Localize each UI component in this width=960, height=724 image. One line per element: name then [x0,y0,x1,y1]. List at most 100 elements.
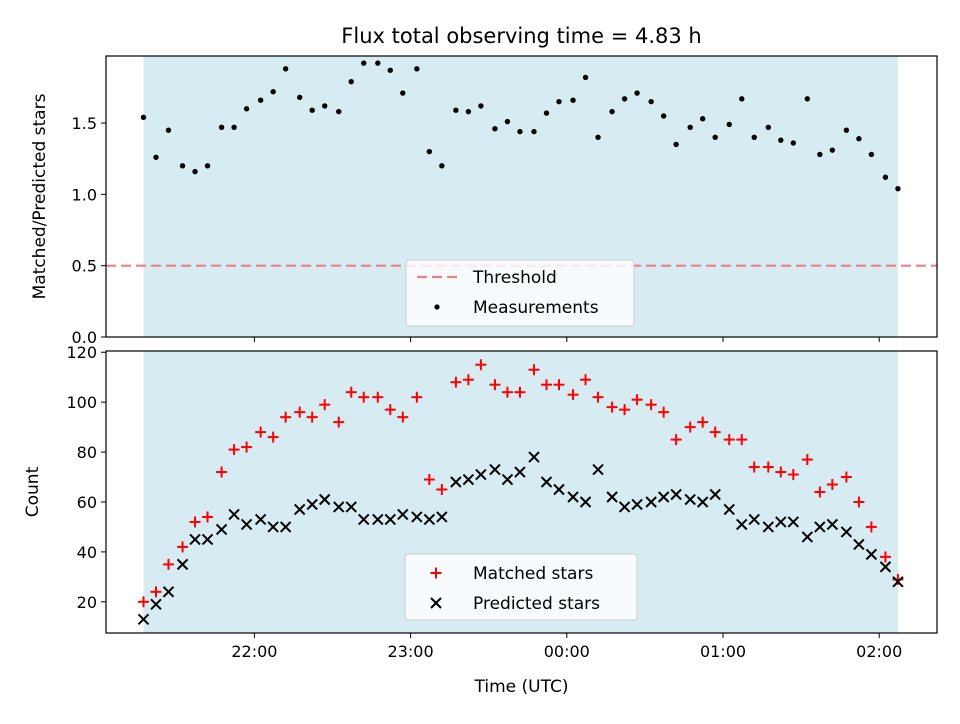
measurement-point [843,127,850,133]
legend-plus-marker [430,567,442,579]
measurement-point [336,108,342,115]
predicted-star-point [684,493,696,506]
matched-star-point [189,516,201,528]
predicted-star-point [411,511,423,523]
predicted-star-point [579,496,592,508]
top-y-tick-label: 0.5 [72,257,97,276]
predicted-star-point [306,498,318,511]
bottom-y-tick-label: 40 [77,543,97,562]
matched-star-point [450,376,462,388]
predicted-star-point [736,518,748,531]
matched-star-point [631,394,643,406]
bottom-y-tick-label: 60 [77,493,97,512]
measurement-point [296,94,303,101]
matched-star-point [462,374,474,386]
legend-matched-swatch [430,567,442,579]
measurement-point [414,66,420,72]
predicted-star-point [162,586,175,598]
measurement-point [582,74,589,81]
measurement-point [804,96,811,102]
legend-matched-label: Matched stars [473,564,593,584]
legend-predicted-swatch [430,597,442,609]
predicted-star-point [372,513,384,526]
predicted-star-point [696,496,709,508]
measurement-point [282,66,289,72]
predicted-star-point [801,531,814,543]
matched-star-point [333,416,345,428]
measurement-point [531,128,537,135]
matched-star-point [228,444,240,456]
x-axis-label: Time (UTC) [474,677,569,697]
matched-star-point [241,441,253,453]
predicted-star-point [567,491,579,503]
bottom-legend-box [404,553,638,621]
measurement-point [204,163,211,169]
predicted-star-point [528,451,540,463]
predicted-star-point [631,498,643,511]
predicted-star-point [293,503,306,516]
measurement-point [400,90,406,96]
predicted-star-point [840,526,853,538]
measurement-point [243,106,250,112]
predicted-star-point [814,521,826,533]
predicted-star-point [657,491,670,503]
predicted-star-point [748,513,760,526]
matched-star-point [619,404,631,416]
measurement-point [673,141,679,148]
matched-star-point [358,391,370,403]
bottom-y-axis-label: Count [23,466,43,517]
predicted-star-point [215,523,228,536]
measurement-point [231,124,237,131]
predicted-star-point [826,518,839,531]
measurement-point [570,97,576,103]
predicted-star-point [865,548,878,561]
matched-star-point [567,389,579,401]
matched-star-point [787,469,799,481]
x-tick-label: 01:00 [700,642,746,661]
top-y-tick-label: 1.0 [72,185,97,204]
predicted-star-point [762,521,775,533]
matched-star-point [528,364,540,376]
predicted-star-point [723,503,735,516]
measurement-point [790,140,796,146]
measurement-point [751,134,757,141]
x-tick-label: 23:00 [388,642,434,661]
top-y-tick-label: 1.5 [72,114,97,133]
matched-star-point [840,471,852,483]
matched-star-point [397,411,409,423]
matched-star-point [372,391,384,403]
bottom-axes-frame [105,350,938,634]
predicted-star-point [489,463,501,476]
predicted-star-point [606,491,618,503]
measurement-point [439,163,445,169]
matched-star-point [762,461,774,473]
predicted-star-point [501,473,514,486]
matched-star-point [255,426,267,438]
matched-star-point [580,374,592,386]
measurement-point [882,174,889,180]
measurement-point [478,103,484,109]
measurement-point [895,185,901,192]
matched-star-point [736,434,748,446]
measurement-point [556,98,562,105]
measurement-point [309,107,315,113]
predicted-star-point [228,508,240,521]
predicted-star-point [450,476,462,488]
matched-star-point [670,434,682,446]
matched-star-point [345,386,357,398]
matched-star-point [723,434,735,446]
matched-star-point [137,596,149,608]
matched-star-point [709,426,721,438]
bottom-y-tick-label: 80 [77,443,97,462]
matched-star-point [645,399,657,411]
predicted-star-point [553,483,565,496]
legend-measurements-swatch [434,304,440,310]
predicted-star-point [254,513,267,526]
measurement-point [829,147,836,153]
matched-star-point [801,454,813,466]
measurement-point [361,60,367,66]
matched-star-point [540,379,552,391]
predicted-star-point [645,496,657,508]
measurement-point [687,124,693,131]
x-tick-label: 22:00 [231,642,277,661]
